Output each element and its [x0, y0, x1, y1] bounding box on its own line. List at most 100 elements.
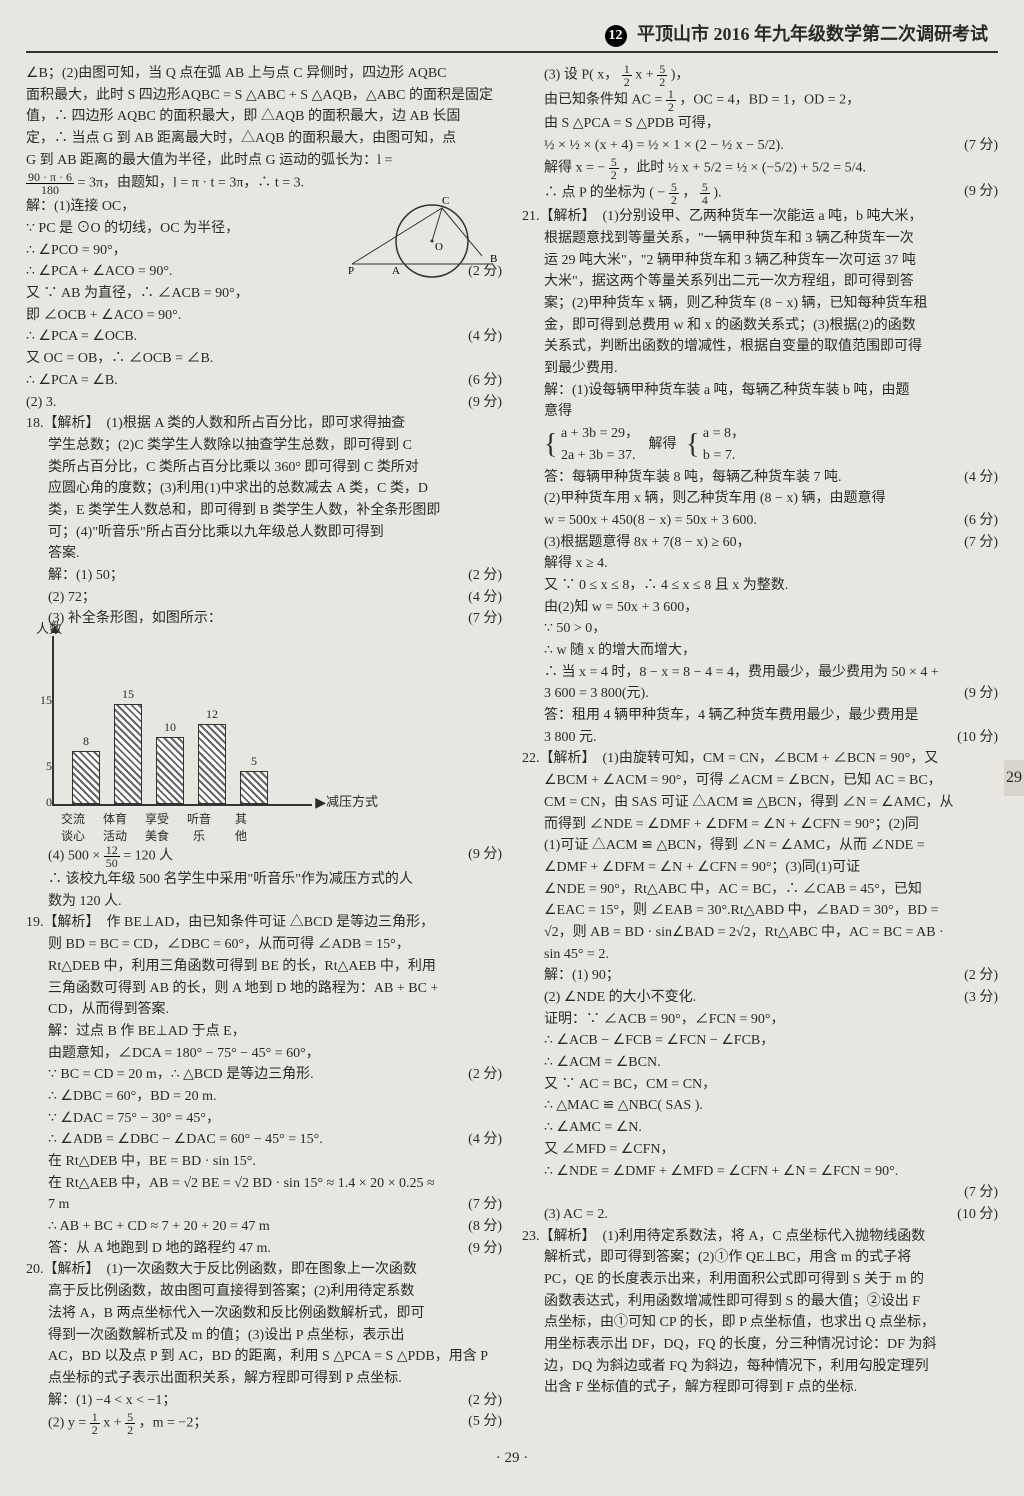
q22-proof: ∴ ∠ACM = ∠BCN.: [544, 1052, 998, 1074]
q20-line: 法将 A，B 两点坐标代入一次函数和反比例函数解析式，即可: [48, 1303, 502, 1325]
q19-sol: 由题意知，∠DCA = 180° − 75° − 45° = 60°，: [48, 1043, 502, 1065]
q21-line: 关系式，判断出函数的增减性，根据自变量的取值范围即可得: [544, 336, 998, 358]
points: (3 分): [956, 987, 998, 1009]
q23-line: 点坐标，由①可知 CP 的长，即 P 点坐标值，也求出 Q 点坐标，: [544, 1312, 998, 1334]
points: (7 分): [956, 135, 998, 157]
bar: [156, 737, 184, 804]
q18-line: 答案.: [48, 543, 502, 565]
q17-line: G 到 AB 距离的最大值为半径，此时点 G 运动的弧长为：l =: [26, 150, 502, 172]
bar: [114, 704, 142, 804]
header-circled-number: 12: [605, 25, 627, 47]
q21-sol: 意得: [544, 401, 998, 423]
q20-line: 高于反比例函数，故由图可直接得到答案；(2)利用待定系数: [48, 1281, 502, 1303]
q21-line: 到最少费用.: [544, 358, 998, 380]
points: (9 分): [956, 181, 998, 206]
q21-line: 根据题意找到等量关系，"一辆甲种货车和 3 辆乙种货车一次: [544, 228, 998, 250]
two-column-layout: ∠B；(2)由图可知，当 Q 点在弧 AB 上与点 C 异侧时，四边形 AQBC…: [26, 63, 998, 1436]
q21-line: 大米"，据这两个等量关系列出二元一次方程组，即可得到答: [544, 271, 998, 293]
x-axis-arrow-icon: ▶: [315, 795, 326, 812]
q19-sol: ∵ ∠DAC = 75° − 30° = 45°，: [48, 1108, 502, 1130]
points: (9 分): [460, 1238, 502, 1260]
q21-sol: ∴ 当 x = 4 时，8 − x = 8 − 4 = 4，费用最少，最少费用为…: [544, 662, 998, 684]
q21-sol: ∵ 50 > 0，: [544, 618, 998, 640]
q21-sol: (2)甲种货车用 x 辆，则乙种货车用 (8 − x) 辆，由题意得: [544, 488, 998, 510]
points: (2 分): [460, 1390, 502, 1412]
q22-line: ∠NDE = 90°，Rt△ABC 中，AC = BC，∴ ∠CAB = 45°…: [544, 879, 998, 901]
q20-line: 点坐标的式子表示出面积关系，解方程即可得到 P 点坐标.: [48, 1368, 502, 1390]
q20-ans2: (2) y = 12 x + 52 ，m = −2；: [48, 1411, 460, 1436]
q22-proof: ∴ ∠ACB − ∠FCB = ∠FCN − ∠FCB，: [544, 1030, 998, 1052]
q19-ans: 答：从 A 地跑到 D 地的路程约 47 m.: [48, 1238, 460, 1260]
points: (4 分): [460, 326, 502, 348]
svg-text:C: C: [442, 196, 449, 207]
circle-geometry-figure: P A O B C: [342, 196, 502, 286]
q21-sol: 又 ∵ 0 ≤ x ≤ 8，∴ 4 ≤ x ≤ 8 且 x 为整数.: [544, 575, 998, 597]
q20c-line: 解得 x = − 52 ，此时 ½ x + 5/2 = ½ × (−5/2) +…: [544, 156, 998, 181]
q17-line: 面积最大，此时 S 四边形AQBC = S △ABC + S △AQB，△ABC…: [26, 85, 502, 107]
q18-line: 应圆心角的度数；(3)利用(1)中求出的总数减去 A 类，C 类，D: [48, 478, 502, 500]
q22-line: ∠EAC = 15°，则 ∠EAB = 30°.Rt△ABD 中，∠BAD = …: [544, 900, 998, 922]
right-column: (3) 设 P( x， 12 x + 52 )， 由已知条件知 AC = 12 …: [522, 63, 998, 1436]
page-header: 12 平顶山市 2016 年九年级数学第二次调研考试: [26, 20, 998, 47]
q17-sol-line: ∴ ∠PCA = ∠OCB.: [26, 326, 460, 348]
q22-proof-pts: [544, 1182, 956, 1204]
q21-line: 案；(2)甲种货车 x 辆，则乙种货车 (8 − x) 辆，已知每种货车租: [544, 293, 998, 315]
q19-line: CD，从而得到答案.: [48, 999, 502, 1021]
q18-line: 类所占百分比，C 类所占百分比乘以 360° 即可得到 C 类所对: [48, 457, 502, 479]
q20c-line: ½ × ½ × (x + 4) = ½ × 1 × (2 − ½ x − 5/2…: [544, 135, 956, 157]
q23-line: 边，DQ 为斜边或者 FQ 为斜边，每种情况下，利用勾股定理列: [544, 1356, 998, 1378]
q20c-line: (3) 设 P( x， 12 x + 52 )，: [544, 63, 998, 88]
q18-ans2: (2) 72；: [48, 587, 460, 609]
q22-proof: ∴ ∠NDE = ∠DMF + ∠MFD = ∠CFN + ∠N = ∠FCN …: [544, 1161, 998, 1183]
q23-analysis: 23.【解析】 (1)利用待定系数法，将 A，C 点坐标代入抛物线函数: [522, 1226, 998, 1248]
bar: [198, 724, 226, 804]
q19-sol: 解：过点 B 作 BE⊥AD 于点 E，: [48, 1021, 502, 1043]
bar-value-label: 5: [240, 754, 268, 769]
svg-text:A: A: [392, 265, 400, 277]
q22-line: CM = CN，由 SAS 可证 △ACM ≌ △BCN，得到 ∠N = ∠AM…: [544, 792, 998, 814]
header-title: 平顶山市 2016 年九年级数学第二次调研考试: [637, 24, 988, 44]
q18-barchart: ▲ ▶ 5 15 0 减压方式 81510125: [52, 636, 312, 806]
q22-line: sin 45° = 2.: [544, 944, 998, 966]
q17-frac-line: 90 · π · 6180 = 3π，由题知，l = π · t = 3π，∴ …: [26, 171, 502, 196]
q18-line: 可；(4)"听音乐"所占百分比乘以九年级总人数即可得到: [48, 522, 502, 544]
q19-sol: ∴ ∠DBC = 60°，BD = 20 m.: [48, 1086, 502, 1108]
points: (2 分): [460, 1064, 502, 1086]
q21-sol: (3)根据题意得 8x + 7(8 − x) ≥ 60，: [544, 532, 956, 554]
points: (4 分): [956, 467, 998, 489]
q22-line: (1)可证 △ACM ≌ △BCN，得到 ∠N = ∠AMC，从而 ∠NDE =: [544, 835, 998, 857]
points: (7 分): [956, 1182, 998, 1204]
q22-analysis: 22.【解析】 (1)由旋转可知，CM = CN，∠BCM + ∠BCN = 9…: [522, 748, 998, 770]
q19-sol: 在 Rt△DEB 中，BE = BD · sin 15°.: [48, 1151, 502, 1173]
barchart-xlabels-row1: 交流 体育 享受 听音 其: [52, 810, 312, 827]
bar-value-label: 8: [72, 734, 100, 749]
q20c-line: ∴ 点 P 的坐标为 ( − 52 ， 54 ).: [544, 181, 956, 206]
points: (6 分): [956, 510, 998, 532]
points: (7 分): [460, 1194, 502, 1216]
q19-analysis: 19.【解析】 作 BE⊥AD，由已知条件可证 △BCD 是等边三角形，: [26, 912, 502, 934]
q20c-line: 由已知条件知 AC = 12 ，OC = 4，BD = 1，OD = 2，: [544, 88, 998, 113]
q19-sol: 在 Rt△AEB 中，AB = √2 BE = √2 BD · sin 15° …: [48, 1173, 502, 1195]
q20-line: AC，BD 以及点 P 到 AC，BD 的距离，利用 S △PCA = S △P…: [48, 1346, 502, 1368]
q17-sol-line: 又 ∵ AB 为直径，∴ ∠ACB = 90°，: [26, 283, 502, 305]
q21-sol: ∴ w 随 x 的增大而增大，: [544, 640, 998, 662]
svg-text:P: P: [348, 265, 354, 277]
points: (5 分): [460, 1411, 502, 1436]
bar: [72, 751, 100, 804]
page-number: · 29 ·: [26, 1450, 998, 1467]
ytick: 15: [34, 693, 52, 708]
q22-proof: 证明：∵ ∠ACB = 90°，∠FCN = 90°，: [544, 1009, 998, 1031]
q22-line: ∠DMF + ∠DFM = ∠N + ∠CFN = 90°；(3)同(1)可证: [544, 857, 998, 879]
q17-sol-line: 又 OC = OB，∴ ∠OCB = ∠B.: [26, 348, 502, 370]
q22-ans3: (3) AC = 2.: [544, 1204, 949, 1226]
q17-sol-line: ∴ ∠PCA = ∠B.: [26, 370, 460, 392]
bar-value-label: 10: [156, 720, 184, 735]
q21-sol: w = 500x + 450(8 − x) = 50x + 3 600.: [544, 510, 956, 532]
q18-line: 学生总数；(2)C 类学生人数除以抽查学生总数，即可得到 C: [48, 435, 502, 457]
q18-ans4: (4) 500 × 1250 = 120 人: [48, 844, 460, 869]
q22-ans1: 解：(1) 90；: [544, 965, 956, 987]
q21-system: { a + 3b = 29， 2a + 3b = 37. 解得 { a = 8，…: [522, 423, 998, 466]
points: (9 分): [956, 683, 998, 705]
q22-proof: ∴ △MAC ≌ △NBC( SAS ).: [544, 1095, 998, 1117]
q18-ans3: (3) 补全条形图，如图所示：: [48, 608, 460, 630]
